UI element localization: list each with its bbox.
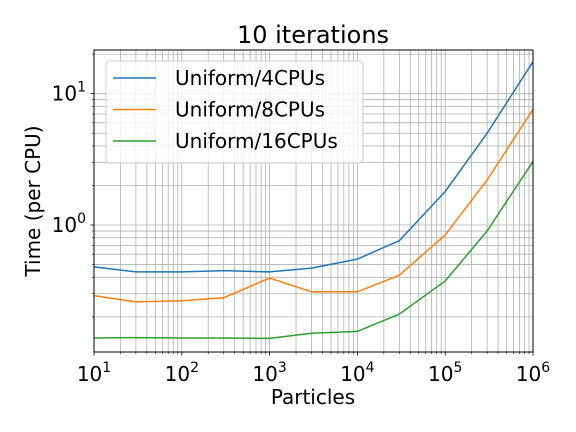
x-tick-label: 101	[77, 360, 111, 386]
chart-title: 10 iterations	[237, 21, 389, 49]
x-tick-label: 103	[252, 360, 286, 386]
legend-label: Uniform/4CPUs	[175, 66, 325, 90]
y-tick-label: 100	[52, 211, 86, 237]
series-line	[93, 160, 534, 340]
series-lines	[93, 61, 534, 340]
y-tick-label: 101	[52, 80, 86, 106]
legend: Uniform/4CPUs Uniform/8CPUs Uniform/16CPUs	[105, 60, 364, 164]
legend-label: Uniform/8CPUs	[175, 98, 325, 122]
x-tick-label: 106	[516, 360, 550, 386]
tick-marks	[90, 53, 534, 356]
x-tick-label: 102	[165, 360, 199, 386]
x-tick-label: 104	[340, 360, 374, 386]
series-line	[93, 61, 534, 273]
y-axis-label: Time (per CPU)	[21, 125, 45, 277]
x-tick-label: 105	[428, 360, 462, 386]
axes-frame	[93, 49, 534, 353]
legend-label: Uniform/16CPUs	[175, 129, 338, 153]
tick-labels: 101 102 103 104 105 106 101 100	[52, 80, 551, 386]
x-axis-label: Particles	[271, 385, 355, 409]
series-line	[93, 108, 534, 303]
legend-box	[105, 60, 364, 164]
